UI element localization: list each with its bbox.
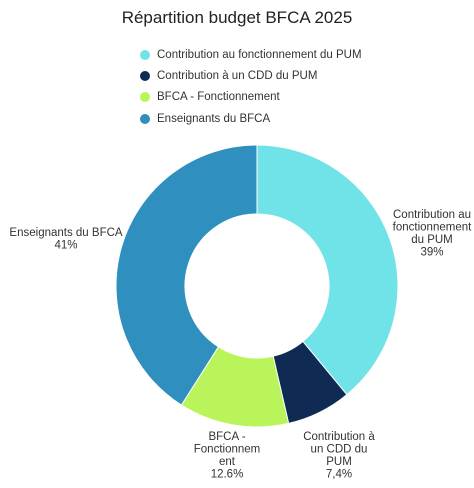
chart-title: Répartition budget BFCA 2025	[121, 8, 353, 27]
slice-data-label: Contribution à un CDD du PUM 7,4%	[303, 431, 375, 481]
slice-data-label: Contribution au fonctionnement du PUM 39%	[393, 209, 472, 259]
legend-label: Enseignants du BFCA	[157, 112, 271, 125]
slice-data-label: BFCA -Fonctionnem ent 12.6%	[194, 431, 260, 481]
legend-label: BFCA - Fonctionnement	[157, 91, 280, 104]
slice-data-label-line: un CDD du	[311, 444, 368, 456]
slice-data-label-line: 39%	[420, 247, 443, 259]
slice-data-label-line: Contribution au	[393, 209, 471, 221]
slice-data-label-line: Fonctionnem	[194, 444, 260, 456]
slice-data-label-line: Enseignants du BFCA	[9, 227, 122, 239]
slice-data-label-line: 7,4%	[326, 469, 352, 481]
donut-slice[interactable]	[256, 144, 399, 396]
slice-data-label-line: PUM	[326, 456, 352, 468]
legend-label: Contribution à un CDD du PUM	[157, 69, 318, 82]
slice-data-label: Enseignants du BFCA 41%	[9, 227, 122, 252]
slice-data-label-line: fonctionnement	[393, 222, 472, 234]
legend-item[interactable]: BFCA - Fonctionnement	[140, 87, 362, 108]
slice-data-label-line: 12.6%	[211, 469, 244, 481]
legend-swatch	[140, 92, 150, 103]
legend-item[interactable]: Contribution à un CDD du PUM	[140, 65, 362, 86]
legend-item[interactable]: Enseignants du BFCA	[140, 108, 362, 129]
legend-label: Contribution au fonctionnement du PUM	[157, 48, 362, 61]
legend-item[interactable]: Contribution au fonctionnement du PUM	[140, 44, 362, 65]
legend-swatch	[140, 49, 150, 60]
slice-data-label-line: BFCA -	[208, 431, 245, 443]
donut-slice[interactable]	[115, 144, 258, 406]
legend: Contribution au fonctionnement du PUM Co…	[140, 44, 362, 129]
slice-data-label-line: Contribution à	[303, 431, 375, 443]
slice-data-label-line: 41%	[54, 240, 77, 252]
legend-swatch	[140, 113, 150, 124]
legend-swatch	[140, 70, 150, 81]
slice-data-label-line: ent	[219, 456, 236, 468]
slice-data-label-line: du PUM	[411, 234, 453, 246]
